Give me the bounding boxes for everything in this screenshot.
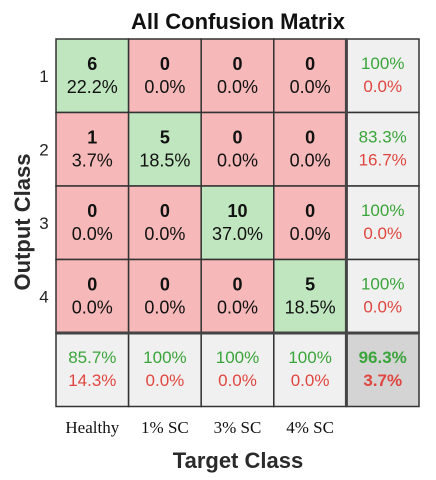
cell-count: 0 <box>232 275 242 295</box>
matrix-cell <box>127 38 202 114</box>
row-summary-correct: 100% <box>361 275 404 294</box>
cell-count: 0 <box>87 275 97 295</box>
cell-count: 0 <box>232 128 242 148</box>
row-summary-incorrect: 0.0% <box>363 224 402 243</box>
col-summary-incorrect: 0.0% <box>218 371 257 390</box>
cell-count: 0 <box>160 54 170 74</box>
x-axis-title: Target Class <box>173 448 303 473</box>
cell-percent: 0.0% <box>144 77 185 97</box>
cell-count: 5 <box>305 275 315 295</box>
overall-accuracy-cell <box>345 332 420 408</box>
row-summary-incorrect: 16.7% <box>359 151 407 170</box>
matrix-cell <box>273 258 348 334</box>
overall-accuracy: 96.3% <box>359 348 407 367</box>
row-summary-incorrect: 0.0% <box>363 298 402 317</box>
cell-count: 0 <box>87 201 97 221</box>
cell-percent: 18.5% <box>139 151 190 171</box>
row-summary-cell <box>345 111 420 187</box>
chart-title: All Confusion Matrix <box>131 9 346 34</box>
col-summary-correct: 85.7% <box>68 348 116 367</box>
cell-count: 0 <box>160 275 170 295</box>
col-summary-correct: 100% <box>216 348 259 367</box>
col-summary-cell <box>127 332 202 408</box>
cell-percent: 0.0% <box>217 151 258 171</box>
matrix-cell <box>273 111 348 187</box>
cell-percent: 3.7% <box>72 151 113 171</box>
col-summary-cell <box>55 332 130 408</box>
matrix-cell <box>273 38 348 114</box>
cell-count: 10 <box>227 201 247 221</box>
matrix-cell <box>200 38 275 114</box>
cell-percent: 0.0% <box>290 77 331 97</box>
cell-count: 0 <box>160 201 170 221</box>
matrix-cell <box>200 185 275 261</box>
row-label: 3 <box>39 214 48 233</box>
row-summary-correct: 100% <box>361 54 404 73</box>
row-label: 2 <box>39 140 48 159</box>
matrix-cell <box>55 111 130 187</box>
row-summary-cell <box>345 258 420 334</box>
row-label: 4 <box>39 287 48 306</box>
cell-percent: 0.0% <box>217 77 258 97</box>
col-summary-incorrect: 14.3% <box>68 371 116 390</box>
cell-count: 1 <box>87 128 97 148</box>
matrix-cell <box>55 258 130 334</box>
cell-percent: 37.0% <box>212 224 263 244</box>
cell-percent: 0.0% <box>144 298 185 318</box>
matrix-cell <box>127 185 202 261</box>
col-label: Healthy <box>65 418 119 437</box>
col-summary-cell <box>200 332 275 408</box>
cell-count: 0 <box>232 54 242 74</box>
row-label: 1 <box>39 67 48 86</box>
cell-count: 0 <box>305 128 315 148</box>
col-label: 3% SC <box>214 418 262 437</box>
cell-percent: 0.0% <box>144 224 185 244</box>
row-summary-cell <box>345 38 420 114</box>
col-label: 1% SC <box>141 418 189 437</box>
cell-count: 6 <box>87 54 97 74</box>
matrix-cell <box>200 111 275 187</box>
cell-percent: 22.2% <box>67 77 118 97</box>
row-summary-correct: 100% <box>361 201 404 220</box>
col-summary-incorrect: 0.0% <box>146 371 185 390</box>
cell-percent: 0.0% <box>217 298 258 318</box>
matrix-cell <box>127 111 202 187</box>
matrix-cell <box>200 258 275 334</box>
col-summary-incorrect: 0.0% <box>291 371 330 390</box>
row-summary-incorrect: 0.0% <box>363 77 402 96</box>
overall-error: 3.7% <box>363 371 402 390</box>
cell-percent: 0.0% <box>290 224 331 244</box>
matrix-cell <box>273 185 348 261</box>
cell-percent: 0.0% <box>72 298 113 318</box>
matrix-cell <box>127 258 202 334</box>
col-summary-correct: 100% <box>288 348 331 367</box>
col-label: 4% SC <box>286 418 334 437</box>
cell-percent: 0.0% <box>290 151 331 171</box>
row-summary-correct: 83.3% <box>359 128 407 147</box>
cell-count: 0 <box>305 201 315 221</box>
col-summary-correct: 100% <box>143 348 186 367</box>
matrix-grid: 6 22.2% 0 0.0% 0 0.0% 0 0.0% 1 3.7% 5 18.5% 0 0.0% 0 0.… <box>39 38 420 437</box>
cell-count: 0 <box>305 54 315 74</box>
row-summary-cell <box>345 185 420 261</box>
matrix-cell <box>55 185 130 261</box>
col-summary-cell <box>273 332 348 408</box>
cell-percent: 18.5% <box>285 298 336 318</box>
cell-percent: 0.0% <box>72 224 113 244</box>
y-axis-title: Output Class <box>10 154 35 291</box>
cell-count: 5 <box>160 128 170 148</box>
matrix-cell <box>55 38 130 114</box>
